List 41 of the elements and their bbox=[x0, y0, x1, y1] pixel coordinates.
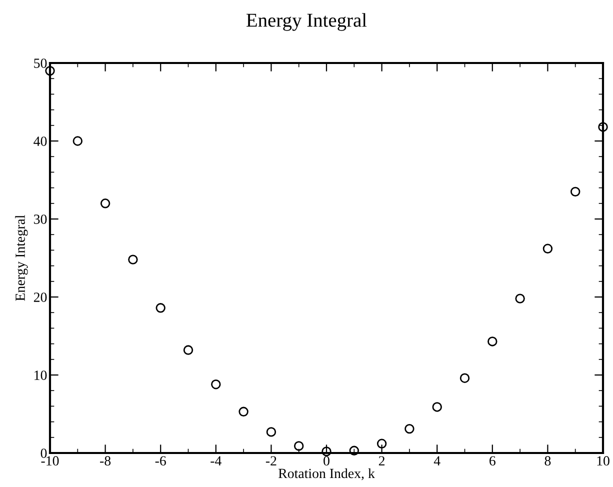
x-tick-label: 8 bbox=[544, 456, 551, 466]
point bbox=[460, 373, 470, 383]
point bbox=[266, 427, 276, 437]
x-tick-label: 2 bbox=[378, 456, 385, 466]
point bbox=[376, 438, 387, 448]
x-tick-label: 10 bbox=[597, 456, 610, 466]
y-tick-label: 30 bbox=[34, 214, 47, 224]
x-tick-label: -8 bbox=[100, 456, 111, 466]
y-tick-label: 10 bbox=[34, 370, 47, 380]
point bbox=[156, 303, 166, 313]
point bbox=[542, 244, 553, 254]
point bbox=[183, 345, 194, 355]
point bbox=[72, 136, 83, 146]
point bbox=[515, 294, 525, 304]
point bbox=[322, 446, 332, 456]
point bbox=[570, 186, 580, 197]
point bbox=[349, 446, 360, 456]
x-axis-title: Rotation Index, k bbox=[278, 468, 375, 480]
y-tick-label: 0 bbox=[40, 448, 47, 458]
point bbox=[128, 254, 138, 264]
x-tick-label: -4 bbox=[210, 456, 222, 466]
y-tick-label: 20 bbox=[34, 292, 47, 302]
x-tick-label: 6 bbox=[490, 456, 496, 466]
point bbox=[404, 424, 414, 434]
point bbox=[211, 380, 221, 390]
y-axis-title: Energy Integral bbox=[15, 215, 28, 301]
point bbox=[45, 66, 55, 76]
chart-title: Energy Integral bbox=[246, 13, 367, 31]
y-tick-label: 50 bbox=[34, 58, 47, 68]
x-tick-label: -2 bbox=[266, 456, 276, 466]
x-tick-label: 0 bbox=[324, 456, 330, 466]
x-tick-label: -10 bbox=[41, 456, 59, 466]
point bbox=[100, 198, 110, 208]
point bbox=[294, 441, 304, 451]
y-tick-label: 40 bbox=[34, 136, 47, 146]
point bbox=[488, 336, 498, 346]
x-tick-label: 4 bbox=[434, 456, 440, 466]
point bbox=[238, 406, 248, 417]
x-tick-label: -6 bbox=[155, 456, 166, 466]
point bbox=[598, 122, 608, 132]
point bbox=[432, 402, 442, 412]
